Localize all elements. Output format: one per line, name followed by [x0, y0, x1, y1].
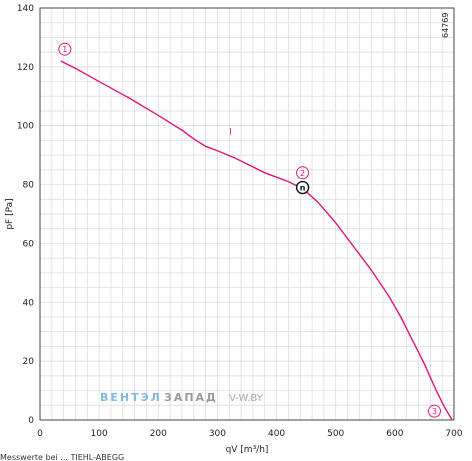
series-line: [60, 60, 453, 421]
watermark-url: V-W.BY: [229, 393, 264, 404]
point-marker-circle: [58, 42, 72, 56]
operating-point: n: [295, 180, 310, 195]
x-tick-label: 700: [445, 429, 462, 439]
grid: [39, 7, 455, 421]
y-tick-label: 100: [17, 122, 34, 132]
footer-text: Messwerte bei ... TIEHL-ABEGG: [0, 453, 124, 461]
x-tick-label: 300: [209, 429, 226, 439]
y-tick-label: 40: [23, 298, 35, 308]
watermark-brand-part2: ЗАПАД: [164, 391, 218, 404]
point-marker-label: 2: [300, 169, 305, 178]
point-marker-circle: [296, 166, 310, 180]
point-marker-3: 3: [427, 404, 441, 418]
watermark: ВЕНТЭЛ ЗАПАД V-W.BY: [100, 391, 264, 404]
point-marker-1: 1: [58, 42, 72, 56]
series-layer: [60, 60, 453, 421]
x-axis-label: qV [m³/h]: [226, 445, 269, 455]
x-tick-label: 100: [91, 429, 108, 439]
y-tick-labels: 0 20 40 60 80 100 120 140: [17, 4, 34, 426]
point-marker-label: 1: [62, 45, 67, 54]
curve-label: I: [229, 128, 232, 138]
x-tick-label: 500: [327, 429, 344, 439]
chart-code: 64769: [441, 13, 450, 38]
y-tick-label: 80: [23, 181, 35, 191]
y-tick-label: 60: [23, 239, 35, 249]
watermark-brand-part1: ВЕНТЭЛ: [100, 391, 162, 404]
y-tick-label: 20: [23, 357, 35, 367]
x-tick-label: 400: [268, 429, 285, 439]
point-marker-2: 2: [296, 166, 310, 180]
point-marker-label: 3: [432, 407, 437, 416]
operating-point-label: n: [300, 184, 306, 193]
y-tick-label: 140: [17, 4, 34, 14]
y-axis-label: pF [Pa]: [5, 198, 15, 229]
x-tick-label: 600: [386, 429, 403, 439]
plot-frame: [39, 7, 455, 421]
point-markers: 1 2 3 n: [58, 42, 441, 418]
operating-point-circle: [295, 180, 310, 195]
x-tick-label: 200: [150, 429, 167, 439]
x-tick-labels: 0 100 200 300 400 500 600 700: [37, 429, 463, 439]
y-tick-label: 0: [28, 416, 34, 426]
point-marker-circle: [427, 404, 441, 418]
y-tick-label: 120: [17, 63, 34, 73]
x-tick-label: 0: [37, 429, 43, 439]
